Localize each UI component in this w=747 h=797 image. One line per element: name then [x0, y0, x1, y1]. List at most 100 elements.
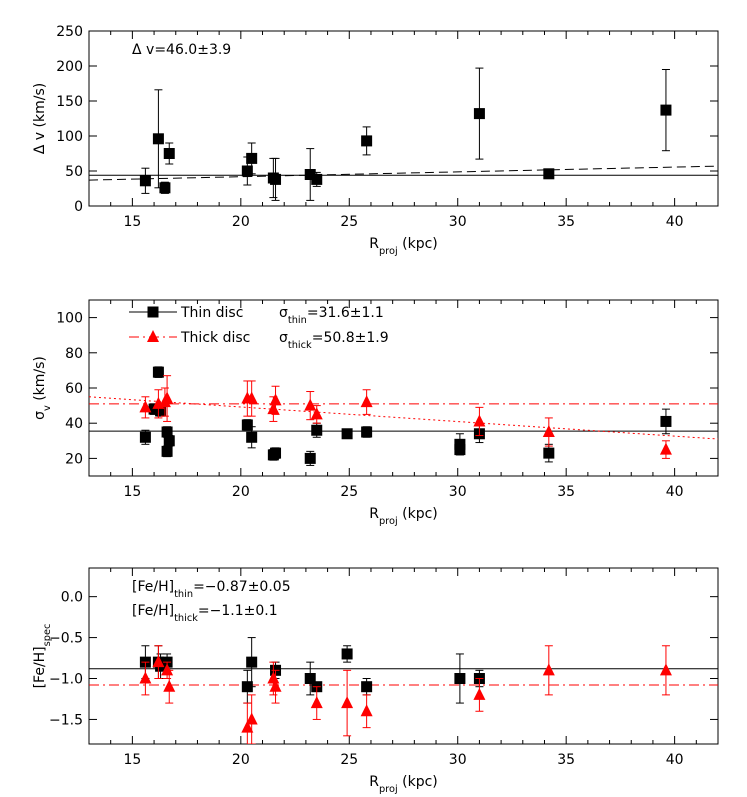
y-tick-label: 0.0 — [61, 590, 83, 606]
x-tick-label: 25 — [340, 752, 358, 768]
x-tick-label: 15 — [123, 752, 141, 768]
data-point-square — [361, 135, 373, 147]
data-point-triangle — [161, 663, 174, 676]
legend-stat: σthin=31.6±1.1 — [279, 305, 384, 326]
x-tick-label: 25 — [340, 484, 358, 500]
x-tick-label: 40 — [666, 484, 684, 500]
data-point-square — [660, 415, 672, 427]
chart-panel-1: 15 20 25 30 35 40 0 50 100 150 200 250 Rproj (kpc) Δ … — [32, 24, 719, 257]
x-tick-label: 30 — [449, 484, 467, 500]
y-tick-label: 80 — [65, 346, 83, 362]
data-point-square — [361, 426, 373, 438]
data-point-square — [341, 648, 353, 660]
data-point-square — [660, 104, 672, 116]
data-point-square — [139, 175, 151, 187]
data-point-square — [341, 428, 353, 440]
data-point-triangle — [473, 414, 486, 427]
legend-marker-triangle — [147, 330, 159, 342]
data-point-triangle — [139, 671, 152, 684]
data-point-triangle — [245, 712, 258, 725]
annotation: [Fe/H]thick=−1.1±0.1 — [132, 603, 278, 624]
data-point-triangle — [245, 391, 258, 404]
data-point-square — [304, 452, 316, 464]
series-points — [139, 67, 672, 201]
data-point-triangle — [310, 696, 323, 709]
data-point-square — [155, 405, 167, 417]
x-tick-label: 15 — [123, 484, 141, 500]
data-point-square — [543, 447, 555, 459]
x-tick-label: 35 — [557, 484, 575, 500]
data-point-square — [543, 168, 555, 180]
x-axis-label: Rproj (kpc) — [369, 774, 438, 795]
data-point-square — [241, 165, 253, 177]
x-tick-label: 20 — [232, 214, 250, 230]
legend-label: Thin disc — [180, 305, 243, 321]
y-tick-label: 100 — [56, 311, 83, 327]
series-thin-disc — [139, 366, 672, 466]
x-axis-label: Rproj (kpc) — [369, 506, 438, 527]
y-tick-label: −0.5 — [49, 631, 83, 647]
data-point-triangle — [542, 425, 555, 437]
y-tick-label: 150 — [56, 94, 83, 110]
y-tick-label: −1.5 — [49, 712, 83, 728]
y-tick-label: 20 — [65, 451, 83, 467]
data-point-triangle — [163, 679, 176, 692]
y-axis-label: [Fe/H]spec — [32, 624, 53, 689]
data-point-square — [139, 431, 151, 443]
y-tick-label: 0 — [74, 199, 83, 215]
data-point-square — [246, 431, 258, 443]
data-point-square — [163, 435, 175, 447]
series-thick-disc — [139, 375, 672, 459]
plot-area — [89, 366, 718, 466]
data-point-triangle — [139, 400, 152, 413]
data-point-square — [152, 133, 164, 145]
data-point-triangle — [304, 398, 317, 411]
x-tick-label: 40 — [666, 752, 684, 768]
data-point-triangle — [267, 671, 280, 684]
data-point-square — [241, 681, 253, 693]
x-tick-label: 30 — [449, 752, 467, 768]
x-tick-label: 20 — [232, 752, 250, 768]
plot-frame — [88, 567, 719, 745]
y-axis-label: Δ v (km/s) — [32, 83, 48, 154]
data-point-square — [161, 426, 173, 438]
series-thick-disc — [139, 645, 672, 744]
annotation: Δ v=46.0±3.9 — [132, 42, 231, 58]
data-point-triangle — [269, 393, 282, 406]
data-point-square — [311, 173, 323, 185]
y-tick-label: 40 — [65, 416, 83, 432]
data-point-square — [473, 108, 485, 120]
data-point-square — [148, 403, 160, 415]
data-point-square — [454, 673, 466, 685]
data-point-square — [163, 148, 175, 159]
data-point-triangle — [310, 407, 323, 420]
data-point-triangle — [473, 687, 486, 700]
x-tick-label: 40 — [666, 214, 684, 230]
data-point-square — [304, 169, 316, 180]
x-tick-label: 30 — [449, 214, 467, 230]
data-point-triangle — [152, 655, 165, 668]
x-axis-label: Rproj (kpc) — [369, 236, 438, 257]
data-point-square — [159, 182, 171, 194]
series-thin-disc — [139, 637, 485, 704]
data-point-square — [454, 438, 466, 450]
data-point-square — [246, 152, 258, 164]
plot-area — [89, 67, 718, 201]
chart-panel-3: 15 20 25 30 35 40 −1.5 −1.0 −0.5 0.0 Rproj (kpc) [F… — [32, 567, 719, 795]
data-point-triangle — [360, 704, 373, 717]
data-point-square — [311, 424, 323, 436]
data-point-triangle — [241, 720, 254, 733]
data-point-square — [270, 173, 282, 185]
data-point-triangle — [269, 679, 282, 692]
legend: Thin disc σthin=31.6±1.1 Thick disc σthick=… — [129, 305, 389, 351]
data-point-square — [241, 419, 253, 431]
data-point-square — [361, 681, 373, 693]
plot-area — [89, 637, 718, 744]
y-tick-label: −1.0 — [49, 672, 83, 688]
x-tick-label: 35 — [557, 214, 575, 230]
legend-marker-square — [147, 306, 159, 318]
fit-line-dotted — [89, 396, 718, 440]
y-tick-label: 250 — [56, 24, 83, 40]
plot-frame — [88, 30, 719, 207]
